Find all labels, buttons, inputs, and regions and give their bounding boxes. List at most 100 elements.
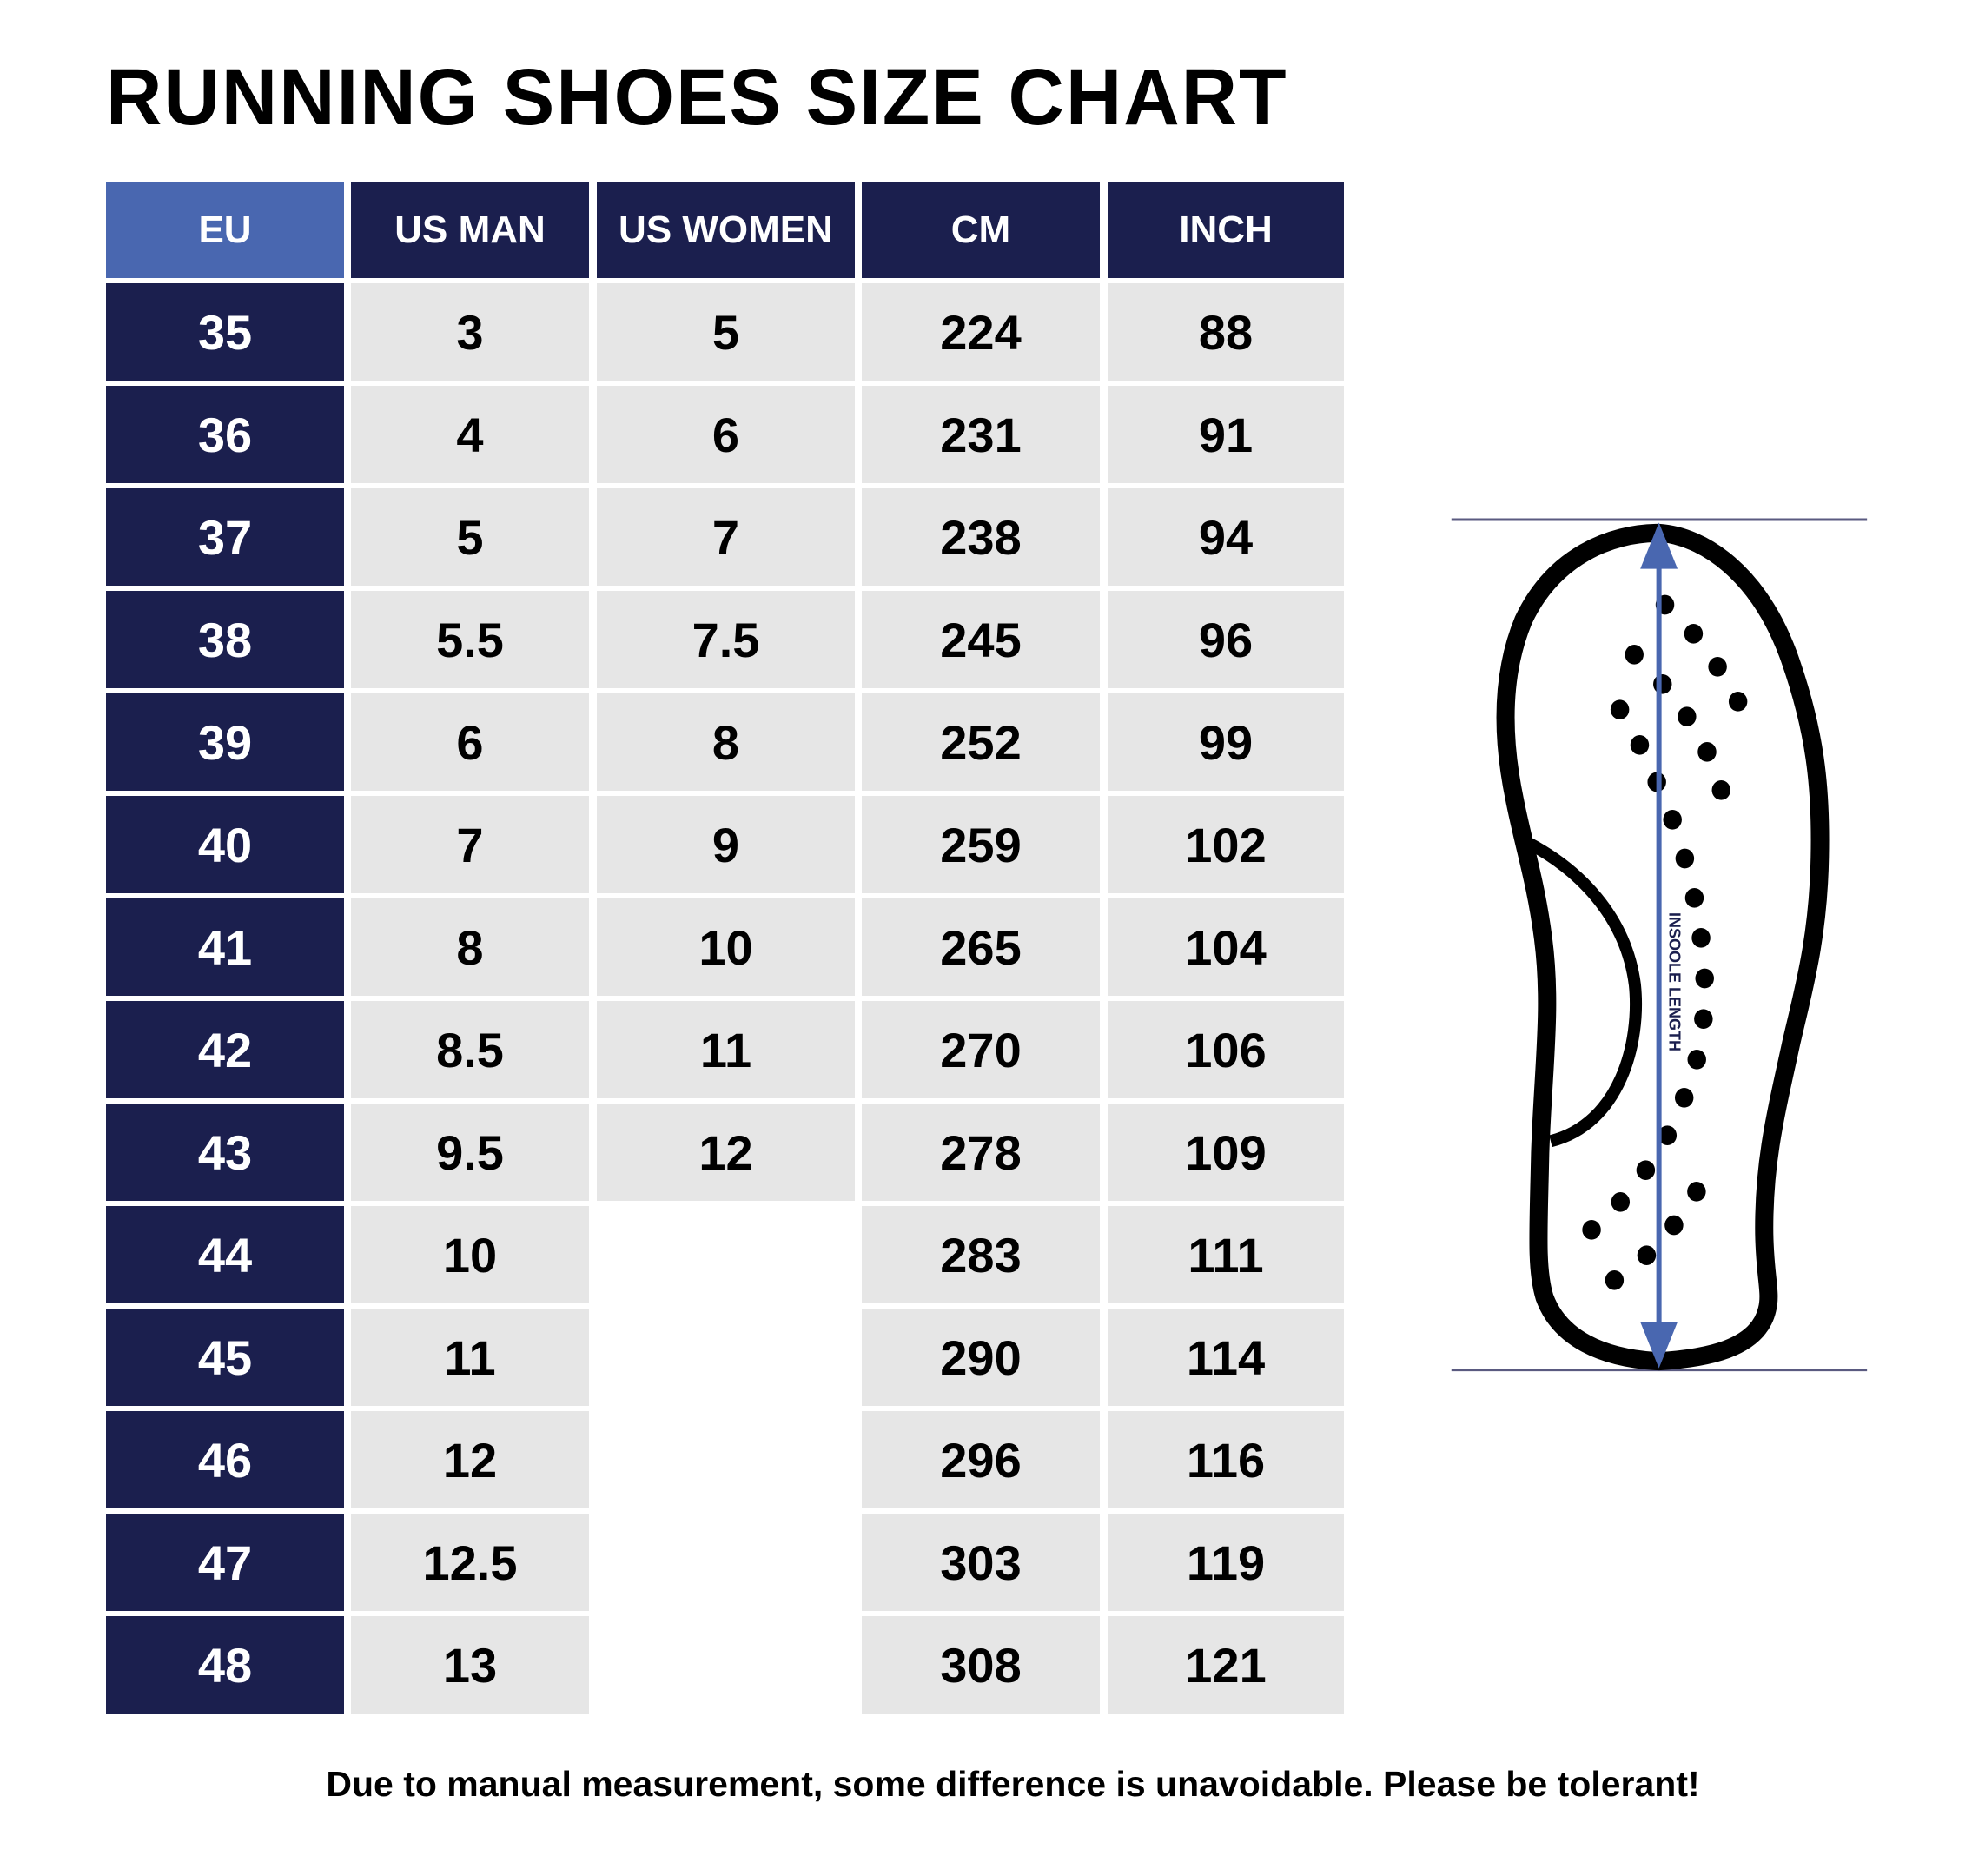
sole-dot [1694, 1009, 1713, 1029]
sole-dot [1687, 1050, 1706, 1070]
cell-cm: 252 [862, 693, 1100, 791]
cell-inch: 121 [1108, 1616, 1344, 1714]
cell-us-women: 11 [597, 1001, 855, 1098]
cell-us-man: 3 [351, 283, 589, 381]
cell-eu: 40 [106, 796, 344, 893]
sole-dots [1582, 594, 1748, 1290]
sole-dot [1691, 928, 1711, 948]
cell-us-women: 12 [597, 1104, 855, 1201]
sole-dot [1605, 1270, 1625, 1290]
sole-dot [1711, 780, 1730, 800]
cell-eu: 36 [106, 386, 344, 483]
sole-dot [1611, 1192, 1631, 1212]
cell-cm: 224 [862, 283, 1100, 381]
cell-us-man: 5.5 [351, 591, 589, 688]
sole-dot [1674, 1088, 1694, 1108]
insole-diagram [1433, 487, 1903, 1390]
cell-eu: 35 [106, 283, 344, 381]
sole-dot [1630, 735, 1650, 755]
cell-inch: 102 [1108, 796, 1344, 893]
sole-dot [1684, 888, 1704, 908]
cell-inch: 116 [1108, 1411, 1344, 1508]
cell-us-women: 7 [597, 488, 855, 586]
cell-eu: 43 [106, 1104, 344, 1201]
sole-dot [1728, 692, 1748, 712]
cell-inch: 99 [1108, 693, 1344, 791]
cell-cm: 231 [862, 386, 1100, 483]
cell-us-women: 5 [597, 283, 855, 381]
cell-us-man: 12 [351, 1411, 589, 1508]
cell-us-man: 6 [351, 693, 589, 791]
cell-us-man: 8 [351, 898, 589, 996]
cell-inch: 109 [1108, 1104, 1344, 1201]
cell-us-man: 5 [351, 488, 589, 586]
cell-inch: 88 [1108, 283, 1344, 381]
cell-inch: 94 [1108, 488, 1344, 586]
cell-us-women: 7.5 [597, 591, 855, 688]
cell-inch: 119 [1108, 1514, 1344, 1611]
sole-dot [1653, 674, 1672, 694]
cell-us-man: 7 [351, 796, 589, 893]
sole-dot [1582, 1220, 1601, 1240]
insole-outline-icon [1505, 533, 1820, 1361]
cell-inch: 106 [1108, 1001, 1344, 1098]
sole-dot [1687, 1182, 1706, 1202]
cell-cm: 303 [862, 1514, 1100, 1611]
header-us-man: US MAN [351, 182, 589, 278]
cell-inch: 114 [1108, 1309, 1344, 1406]
cell-eu: 37 [106, 488, 344, 586]
arrow-head-top-icon [1640, 522, 1678, 569]
cell-inch: 96 [1108, 591, 1344, 688]
cell-eu: 44 [106, 1206, 344, 1303]
cell-us-man: 4 [351, 386, 589, 483]
insole-length-label: INSOOLE LENGTH [1665, 911, 1684, 1052]
cell-cm: 238 [862, 488, 1100, 586]
header-inch: INCH [1108, 182, 1344, 278]
cell-inch: 91 [1108, 386, 1344, 483]
arch-line-icon [1528, 843, 1636, 1141]
cell-cm: 296 [862, 1411, 1100, 1508]
cell-inch: 104 [1108, 898, 1344, 996]
sole-dot [1695, 968, 1714, 989]
sole-dot [1658, 1125, 1678, 1145]
cell-cm: 308 [862, 1616, 1100, 1714]
cell-cm: 278 [862, 1104, 1100, 1201]
cell-eu: 38 [106, 591, 344, 688]
sole-dot [1678, 706, 1697, 726]
footer-note: Due to manual measurement, some differen… [326, 1764, 1700, 1804]
header-eu: EU [106, 182, 344, 278]
cell-cm: 290 [862, 1309, 1100, 1406]
page-title: RUNNING SHOES SIZE CHART [106, 53, 1288, 142]
sole-dot [1610, 699, 1630, 719]
cell-inch: 111 [1108, 1206, 1344, 1303]
cell-eu: 47 [106, 1514, 344, 1611]
cell-us-man: 9.5 [351, 1104, 589, 1201]
cell-eu: 46 [106, 1411, 344, 1508]
cell-cm: 259 [862, 796, 1100, 893]
cell-us-man: 13 [351, 1616, 589, 1714]
cell-us-man: 11 [351, 1309, 589, 1406]
cell-us-man: 8.5 [351, 1001, 589, 1098]
cell-us-women: 8 [597, 693, 855, 791]
header-cm: CM [862, 182, 1100, 278]
cell-cm: 265 [862, 898, 1100, 996]
sole-dot [1663, 810, 1682, 830]
cell-us-women: 9 [597, 796, 855, 893]
cell-cm: 283 [862, 1206, 1100, 1303]
cell-eu: 45 [106, 1309, 344, 1406]
cell-us-man: 10 [351, 1206, 589, 1303]
cell-eu: 39 [106, 693, 344, 791]
cell-us-women: 6 [597, 386, 855, 483]
sole-dot [1708, 657, 1727, 677]
cell-eu: 41 [106, 898, 344, 996]
header-us-women: US WOMEN [597, 182, 855, 278]
sole-dot [1637, 1245, 1657, 1265]
sole-dot [1625, 645, 1644, 665]
sole-dot [1697, 742, 1717, 762]
arrow-head-bottom-icon [1640, 1322, 1678, 1369]
sole-dot [1664, 1215, 1684, 1236]
sole-dot [1675, 848, 1695, 869]
cell-cm: 245 [862, 591, 1100, 688]
sole-dot [1684, 624, 1704, 644]
sole-dot [1636, 1160, 1656, 1180]
